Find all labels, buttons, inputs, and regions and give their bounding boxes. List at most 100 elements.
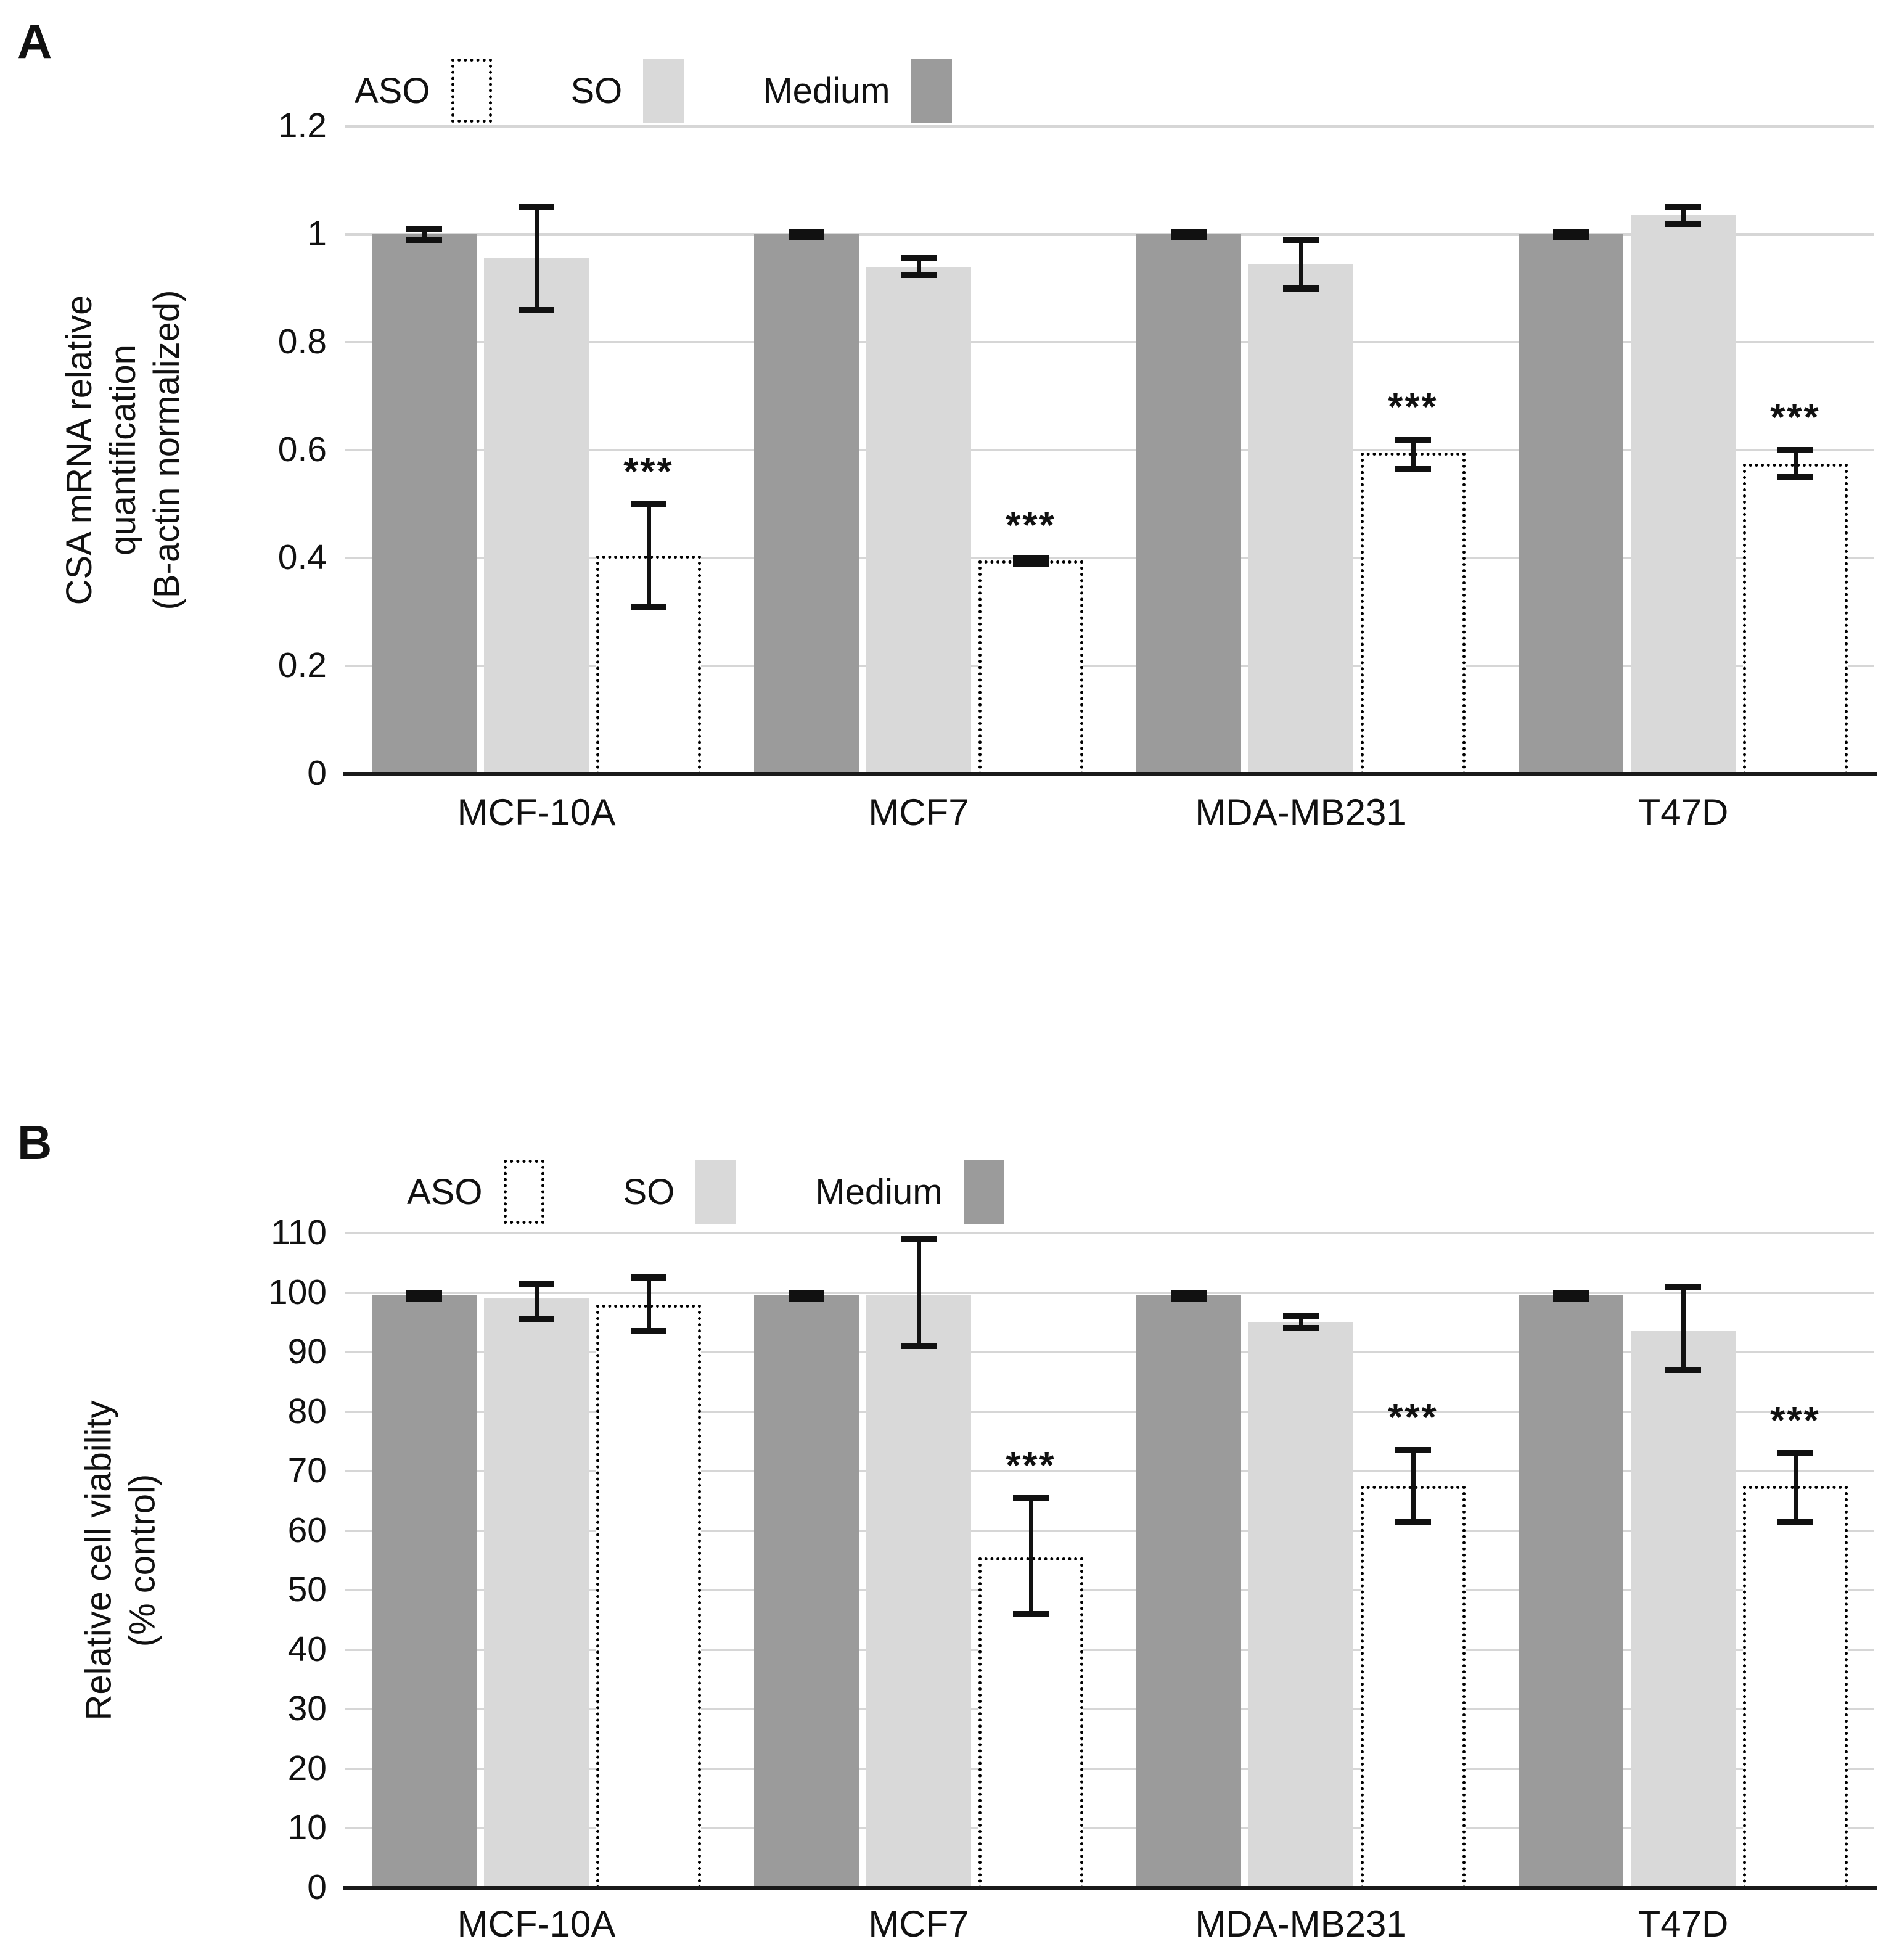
legend-item-aso: ASO bbox=[355, 59, 492, 123]
y-tick-label-70: 70 bbox=[287, 1451, 327, 1491]
gridline-y-80 bbox=[345, 1410, 1874, 1413]
bar-so-mcf-10a bbox=[484, 1298, 589, 1889]
error-bar-so-mcf-10a bbox=[534, 207, 539, 310]
bar-aso-mda-mb231 bbox=[1361, 1486, 1466, 1889]
error-bar-cap-top-so-mcf-10a bbox=[519, 204, 554, 211]
error-bar-medium-mcf-10a bbox=[422, 229, 427, 240]
gridline-y-70 bbox=[345, 1470, 1874, 1473]
error-bar-cap-top-aso-mda-mb231 bbox=[1395, 1447, 1431, 1454]
x-category-label-mda-mb231: MDA-MB231 bbox=[1195, 1903, 1407, 1945]
gridline-y-0.6 bbox=[345, 449, 1874, 451]
bar-so-mcf-10a bbox=[484, 258, 589, 775]
gridline-y-10 bbox=[345, 1827, 1874, 1830]
gridline-y-30 bbox=[345, 1708, 1874, 1711]
error-bar-so-mda-mb231 bbox=[1298, 1316, 1303, 1329]
x-category-label-t47d: T47D bbox=[1638, 1903, 1729, 1945]
x-category-label-mcf7: MCF7 bbox=[868, 1903, 969, 1945]
bar-aso-t47d bbox=[1743, 1486, 1848, 1889]
y-axis-title-line: Relative cell viability bbox=[78, 1400, 119, 1721]
x-category-label-mcf-10a: MCF-10A bbox=[457, 1903, 616, 1945]
gridline-y-110 bbox=[345, 1232, 1874, 1234]
legend-label-aso: ASO bbox=[407, 1171, 483, 1212]
error-bar-cap-top-so-mcf-10a bbox=[519, 1281, 554, 1287]
error-bar-cap-bottom-medium-mcf7 bbox=[789, 234, 824, 240]
error-bar-so-mcf-10a bbox=[534, 1284, 539, 1319]
gridline-y-20 bbox=[345, 1767, 1874, 1770]
panel-b-label: B bbox=[17, 1115, 53, 1170]
error-bar-cap-bottom-so-t47d bbox=[1665, 1367, 1701, 1374]
significance-stars-mcf-10a: *** bbox=[623, 450, 674, 493]
significance-stars-t47d: *** bbox=[1770, 396, 1821, 439]
y-tick-label-80: 80 bbox=[287, 1391, 327, 1431]
error-bar-cap-bottom-so-mcf7 bbox=[901, 271, 937, 278]
y-tick-label-0.6: 0.6 bbox=[277, 430, 327, 469]
x-category-label-t47d: T47D bbox=[1638, 792, 1729, 833]
error-bar-so-t47d bbox=[1681, 207, 1686, 224]
y-tick-label-50: 50 bbox=[287, 1570, 327, 1610]
x-category-label-mcf7: MCF7 bbox=[868, 792, 969, 833]
error-bar-aso-t47d bbox=[1793, 450, 1798, 477]
error-bar-cap-bottom-medium-mda-mb231 bbox=[1171, 234, 1207, 240]
error-bar-cap-bottom-medium-t47d bbox=[1553, 1295, 1589, 1302]
error-bar-cap-top-aso-mda-mb231 bbox=[1395, 436, 1431, 443]
legend-swatch-medium bbox=[963, 1160, 1004, 1224]
error-bar-aso-mcf-10a bbox=[646, 1277, 651, 1332]
error-bar-cap-bottom-so-mcf7 bbox=[901, 1343, 937, 1350]
bar-aso-mcf7 bbox=[978, 560, 1083, 775]
bar-so-t47d bbox=[1631, 215, 1736, 775]
legend: ASO SO Medium bbox=[355, 57, 1031, 125]
error-bar-cap-top-aso-t47d bbox=[1777, 1450, 1813, 1457]
bar-so-mcf7 bbox=[866, 1295, 971, 1889]
error-bar-cap-top-aso-t47d bbox=[1777, 447, 1813, 453]
gridline-y-50 bbox=[345, 1589, 1874, 1592]
legend-item-so: SO bbox=[623, 1160, 737, 1224]
legend-item-medium: Medium bbox=[815, 1160, 1004, 1224]
legend-label-medium: Medium bbox=[815, 1171, 943, 1212]
significance-stars-mcf7: *** bbox=[1006, 504, 1056, 547]
bar-aso-t47d bbox=[1743, 463, 1848, 775]
error-bar-cap-bottom-aso-mda-mb231 bbox=[1395, 465, 1431, 472]
error-bar-cap-top-aso-mcf-10a bbox=[631, 501, 666, 507]
y-axis-title-line: quantification bbox=[102, 345, 143, 556]
error-bar-cap-bottom-so-t47d bbox=[1665, 220, 1701, 227]
error-bar-cap-bottom-medium-mda-mb231 bbox=[1171, 1295, 1207, 1302]
bar-medium-mda-mb231 bbox=[1136, 234, 1241, 775]
gridline-y-0.2 bbox=[345, 665, 1874, 667]
y-tick-label-0.8: 0.8 bbox=[277, 322, 327, 361]
significance-stars-mcf7: *** bbox=[1006, 1444, 1056, 1487]
error-bar-cap-bottom-aso-mda-mb231 bbox=[1395, 1519, 1431, 1525]
bar-so-mcf7 bbox=[866, 266, 971, 775]
error-bar-aso-mcf7 bbox=[1028, 1498, 1033, 1614]
bar-medium-t47d bbox=[1519, 234, 1623, 775]
y-tick-label-0: 0 bbox=[307, 1868, 327, 1907]
x-axis-line bbox=[343, 1886, 1877, 1890]
y-tick-label-1: 1 bbox=[307, 214, 327, 253]
error-bar-cap-top-aso-mcf7 bbox=[1013, 1495, 1049, 1501]
error-bar-aso-t47d bbox=[1793, 1453, 1798, 1522]
error-bar-cap-top-medium-t47d bbox=[1553, 1289, 1589, 1296]
y-tick-label-10: 10 bbox=[287, 1808, 327, 1848]
error-bar-cap-top-so-t47d bbox=[1665, 204, 1701, 211]
y-tick-label-110: 110 bbox=[271, 1213, 327, 1252]
error-bar-cap-bottom-so-mcf-10a bbox=[519, 306, 554, 313]
legend: ASO SO Medium bbox=[407, 1158, 1083, 1226]
y-tick-label-100: 100 bbox=[268, 1272, 327, 1312]
gridline-y-0.8 bbox=[345, 341, 1874, 343]
gridline-y-90 bbox=[345, 1351, 1874, 1354]
legend-swatch-aso bbox=[503, 1160, 544, 1224]
significance-stars-t47d: *** bbox=[1770, 1400, 1821, 1443]
error-bar-so-mcf7 bbox=[916, 258, 921, 275]
error-bar-so-mda-mb231 bbox=[1298, 239, 1303, 289]
y-tick-label-0.4: 0.4 bbox=[277, 538, 327, 577]
bar-so-mda-mb231 bbox=[1248, 264, 1353, 775]
error-bar-cap-top-aso-mcf7 bbox=[1013, 555, 1049, 561]
gridline-y-100 bbox=[345, 1291, 1874, 1294]
y-tick-label-0.2: 0.2 bbox=[277, 646, 327, 685]
error-bar-cap-top-medium-mcf7 bbox=[789, 1289, 824, 1296]
error-bar-cap-top-medium-t47d bbox=[1553, 228, 1589, 235]
legend-item-so: SO bbox=[571, 59, 684, 123]
error-bar-cap-bottom-aso-t47d bbox=[1777, 474, 1813, 480]
error-bar-cap-top-medium-mcf7 bbox=[789, 228, 824, 235]
bar-medium-mcf7 bbox=[754, 234, 859, 775]
panel-a-label: A bbox=[17, 14, 53, 68]
